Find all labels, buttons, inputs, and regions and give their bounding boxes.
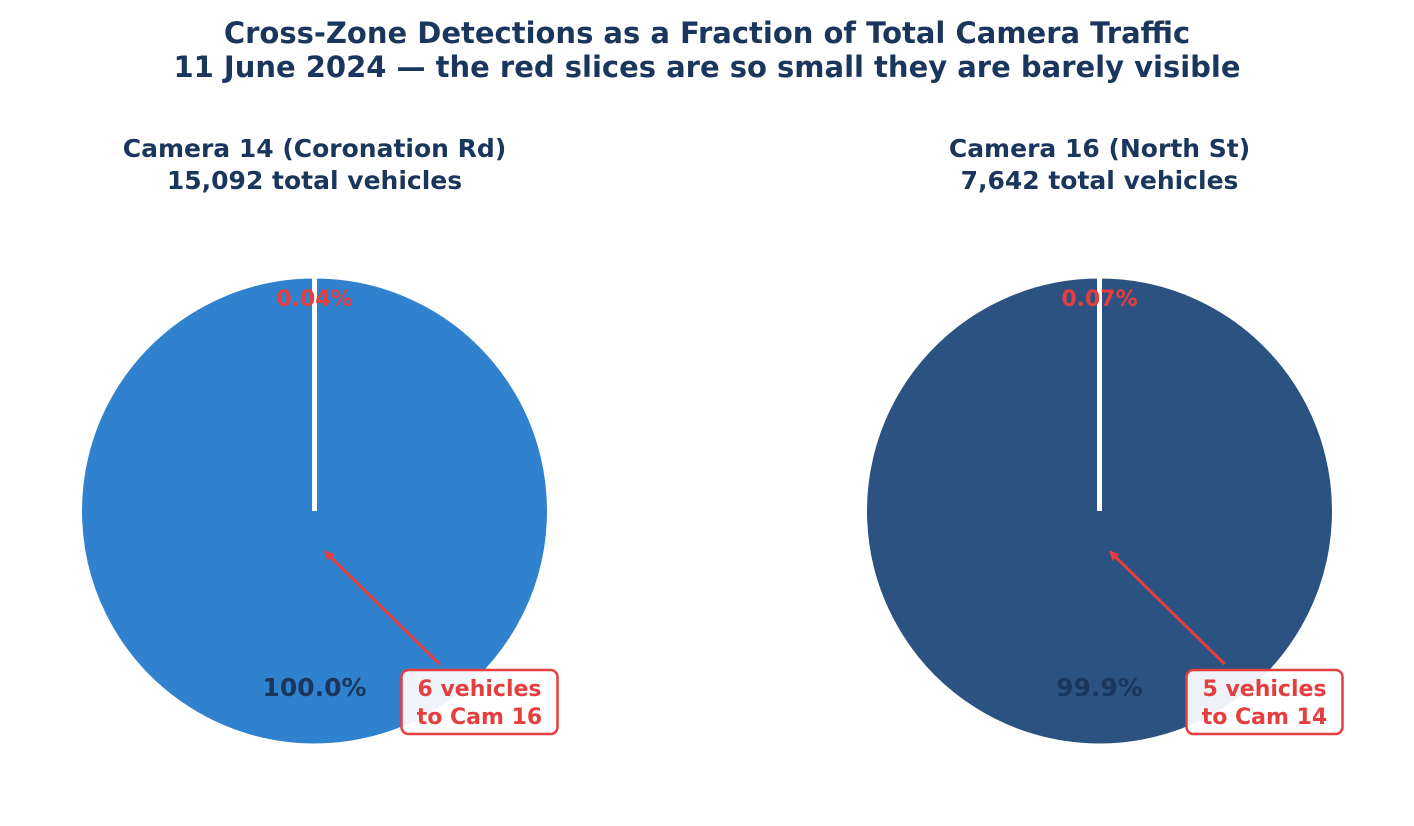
pie-label-small: 0.04% [276,287,352,312]
figure-title-line1: Cross-Zone Detections as a Fraction of T… [224,16,1190,50]
annotation-box [1185,668,1344,736]
pie-title-line1: Camera 16 (North St) [949,134,1250,163]
pie-title-line1: Camera 14 (Coronation Rd) [123,134,507,163]
pie-label-main: 100.0% [262,673,366,702]
annotation-text-line2: to Cam 14 [1202,705,1327,730]
annotation-text-line1: 6 vehicles [417,677,541,702]
pie-label-small: 0.07% [1061,287,1137,312]
pie-label-main: 99.9% [1056,673,1143,702]
annotation-arrow [1109,550,1226,666]
figure-title-line2: 11 June 2024 — the red slices are so sma… [173,50,1240,84]
annotation-text-line1: 5 vehicles [1202,677,1326,702]
pie-title-line2: 15,092 total vehicles [167,166,462,195]
pie-chart-2: Camera 16 (North St) 7,642 total vehicles… [866,134,1344,745]
pie-title-line2: 7,642 total vehicles [961,166,1239,195]
pie-chart-1: Camera 14 (Coronation Rd) 15,092 total ve… [81,134,559,745]
annotation-box [400,668,559,736]
annotation-arrow [324,550,441,666]
pie-charts-group: Camera 14 (Coronation Rd) 15,092 total ve… [81,134,1344,745]
annotation-text-line2: to Cam 16 [417,705,542,730]
